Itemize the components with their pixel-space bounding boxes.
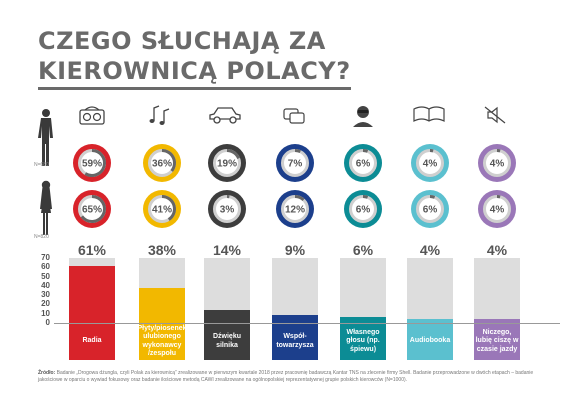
title-line-1: CZEGO SŁUCHAJĄ ZA bbox=[38, 27, 326, 55]
source-note: Źródło: Badanie „Drogowa dżungla, czyli … bbox=[38, 370, 543, 384]
y-tick-50: 50 bbox=[41, 271, 50, 281]
men-donut-label-4: 6% bbox=[356, 159, 371, 170]
men-donut-label-2: 19% bbox=[217, 159, 237, 170]
music-notes-icon bbox=[149, 105, 170, 125]
women-donut-track-0 bbox=[78, 195, 106, 223]
women-donut-arc-5 bbox=[429, 195, 436, 199]
y-tick-40: 40 bbox=[41, 280, 50, 290]
page-title: CZEGO SŁUCHAJĄ ZA KIEROWNICĄ POLACY? bbox=[38, 26, 351, 90]
women-donut-label-5: 6% bbox=[423, 205, 438, 216]
bar-2 bbox=[204, 310, 250, 360]
women-donut-arc-1 bbox=[161, 195, 176, 221]
y-tick-60: 60 bbox=[41, 262, 50, 272]
radio-icon bbox=[79, 106, 105, 125]
bar-0 bbox=[69, 266, 115, 360]
women-donut-ring-2 bbox=[208, 190, 246, 228]
women-donut-ring-1 bbox=[143, 190, 181, 228]
speech-bubbles-icon bbox=[283, 108, 305, 124]
women-donut-ring-4 bbox=[344, 190, 382, 228]
men-donut-label-3: 7% bbox=[288, 159, 303, 170]
open-book-icon bbox=[413, 106, 445, 122]
y-tick-30: 30 bbox=[41, 290, 50, 300]
total-pct-label-1: 38% bbox=[147, 242, 177, 258]
women-donut-track-6 bbox=[483, 195, 511, 223]
women-donut-label-0: 65% bbox=[82, 205, 102, 216]
men-donut-track-3 bbox=[281, 149, 309, 177]
bar-category-label-2: Dźwięku silnika bbox=[212, 333, 241, 349]
bar-category-label-1: Płyty/piosenek ulubionego wykonawcy /zes… bbox=[137, 324, 187, 358]
women-sample-size: N=820 bbox=[34, 234, 49, 240]
men-donut-track-4 bbox=[349, 149, 377, 177]
men-donut-track-1 bbox=[148, 149, 176, 177]
women-donut-ring-0 bbox=[73, 190, 111, 228]
men-donut-ring-0 bbox=[73, 144, 111, 182]
women-donut-track-1 bbox=[148, 195, 176, 223]
women-donut-label-4: 6% bbox=[356, 205, 371, 216]
y-tick-10: 10 bbox=[41, 308, 50, 318]
men-donut-arc-3 bbox=[294, 149, 301, 154]
men-donut-arc-1 bbox=[161, 149, 176, 172]
car-icon bbox=[209, 107, 241, 124]
men-donut-label-5: 4% bbox=[423, 159, 438, 170]
men-donut-label-1: 36% bbox=[152, 159, 172, 170]
bar-3 bbox=[272, 314, 318, 360]
women-donut-arc-4 bbox=[362, 195, 369, 199]
total-pct-label-0: 61% bbox=[77, 242, 107, 258]
men-donut-ring-2 bbox=[208, 144, 246, 182]
men-donut-track-5 bbox=[416, 149, 444, 177]
men-donut-ring-3 bbox=[276, 144, 314, 182]
bar-category-label-0: Radia bbox=[82, 337, 102, 345]
man-silhouette-icon bbox=[38, 109, 53, 166]
women-donut-arc-3 bbox=[294, 195, 305, 202]
woman-silhouette-icon bbox=[40, 180, 52, 235]
women-donut-track-5 bbox=[416, 195, 444, 223]
bar-category-label-3: Współ- towarzysza bbox=[276, 333, 314, 349]
women-donut-label-3: 12% bbox=[285, 205, 305, 216]
bar-category-label-5: Audiobooka bbox=[409, 337, 451, 345]
men-donut-ring-4 bbox=[344, 144, 382, 182]
men-donut-arc-0 bbox=[84, 149, 106, 177]
men-donut-arc-2 bbox=[226, 149, 241, 160]
men-donut-label-0: 59% bbox=[82, 159, 102, 170]
total-pct-label-5: 4% bbox=[419, 242, 441, 258]
muted-speaker-icon bbox=[484, 106, 506, 124]
total-pct-label-2: 14% bbox=[212, 242, 242, 258]
men-donut-track-6 bbox=[483, 149, 511, 177]
men-donut-ring-6 bbox=[478, 144, 516, 182]
y-tick-70: 70 bbox=[41, 253, 50, 262]
women-donut-track-2 bbox=[213, 195, 241, 223]
women-donut-ring-3 bbox=[276, 190, 314, 228]
bar-5 bbox=[407, 319, 453, 360]
total-pct-label-4: 6% bbox=[352, 242, 374, 258]
total-pct-label-3: 9% bbox=[284, 242, 306, 258]
women-donut-label-2: 3% bbox=[220, 205, 235, 216]
source-label: Źródło: bbox=[38, 370, 56, 376]
bar-category-label-6: Niczego, lubię ciszę w czasie jazdy bbox=[475, 328, 519, 353]
y-tick-0: 0 bbox=[45, 318, 50, 327]
total-pct-label-6: 4% bbox=[486, 242, 508, 258]
women-donut-ring-6 bbox=[478, 190, 516, 228]
men-donut-arc-4 bbox=[362, 149, 369, 153]
women-donut-track-3 bbox=[281, 195, 309, 223]
men-donut-ring-5 bbox=[411, 144, 449, 182]
women-donut-label-1: 41% bbox=[152, 205, 172, 216]
bar-category-label-4: Własnego głosu (np. śpiewu) bbox=[346, 328, 380, 353]
source-text: Badanie „Drogowa dżungla, czyli Polak za… bbox=[38, 370, 534, 383]
men-donut-track-2 bbox=[213, 149, 241, 177]
men-donut-ring-1 bbox=[143, 144, 181, 182]
women-donut-arc-0 bbox=[80, 195, 106, 223]
men-donut-track-0 bbox=[78, 149, 106, 177]
women-donut-ring-5 bbox=[411, 190, 449, 228]
men-donut-label-6: 4% bbox=[490, 159, 505, 170]
men-sample-size: N=680 bbox=[34, 162, 49, 168]
y-tick-20: 20 bbox=[41, 299, 50, 309]
bar-4 bbox=[340, 317, 386, 360]
title-line-2: KIEROWNICĄ POLACY? bbox=[38, 56, 351, 90]
women-donut-track-4 bbox=[349, 195, 377, 223]
women-donut-label-6: 4% bbox=[490, 205, 505, 216]
person-singing-icon bbox=[353, 106, 373, 127]
bar-6 bbox=[474, 319, 520, 360]
baseline bbox=[54, 323, 560, 324]
